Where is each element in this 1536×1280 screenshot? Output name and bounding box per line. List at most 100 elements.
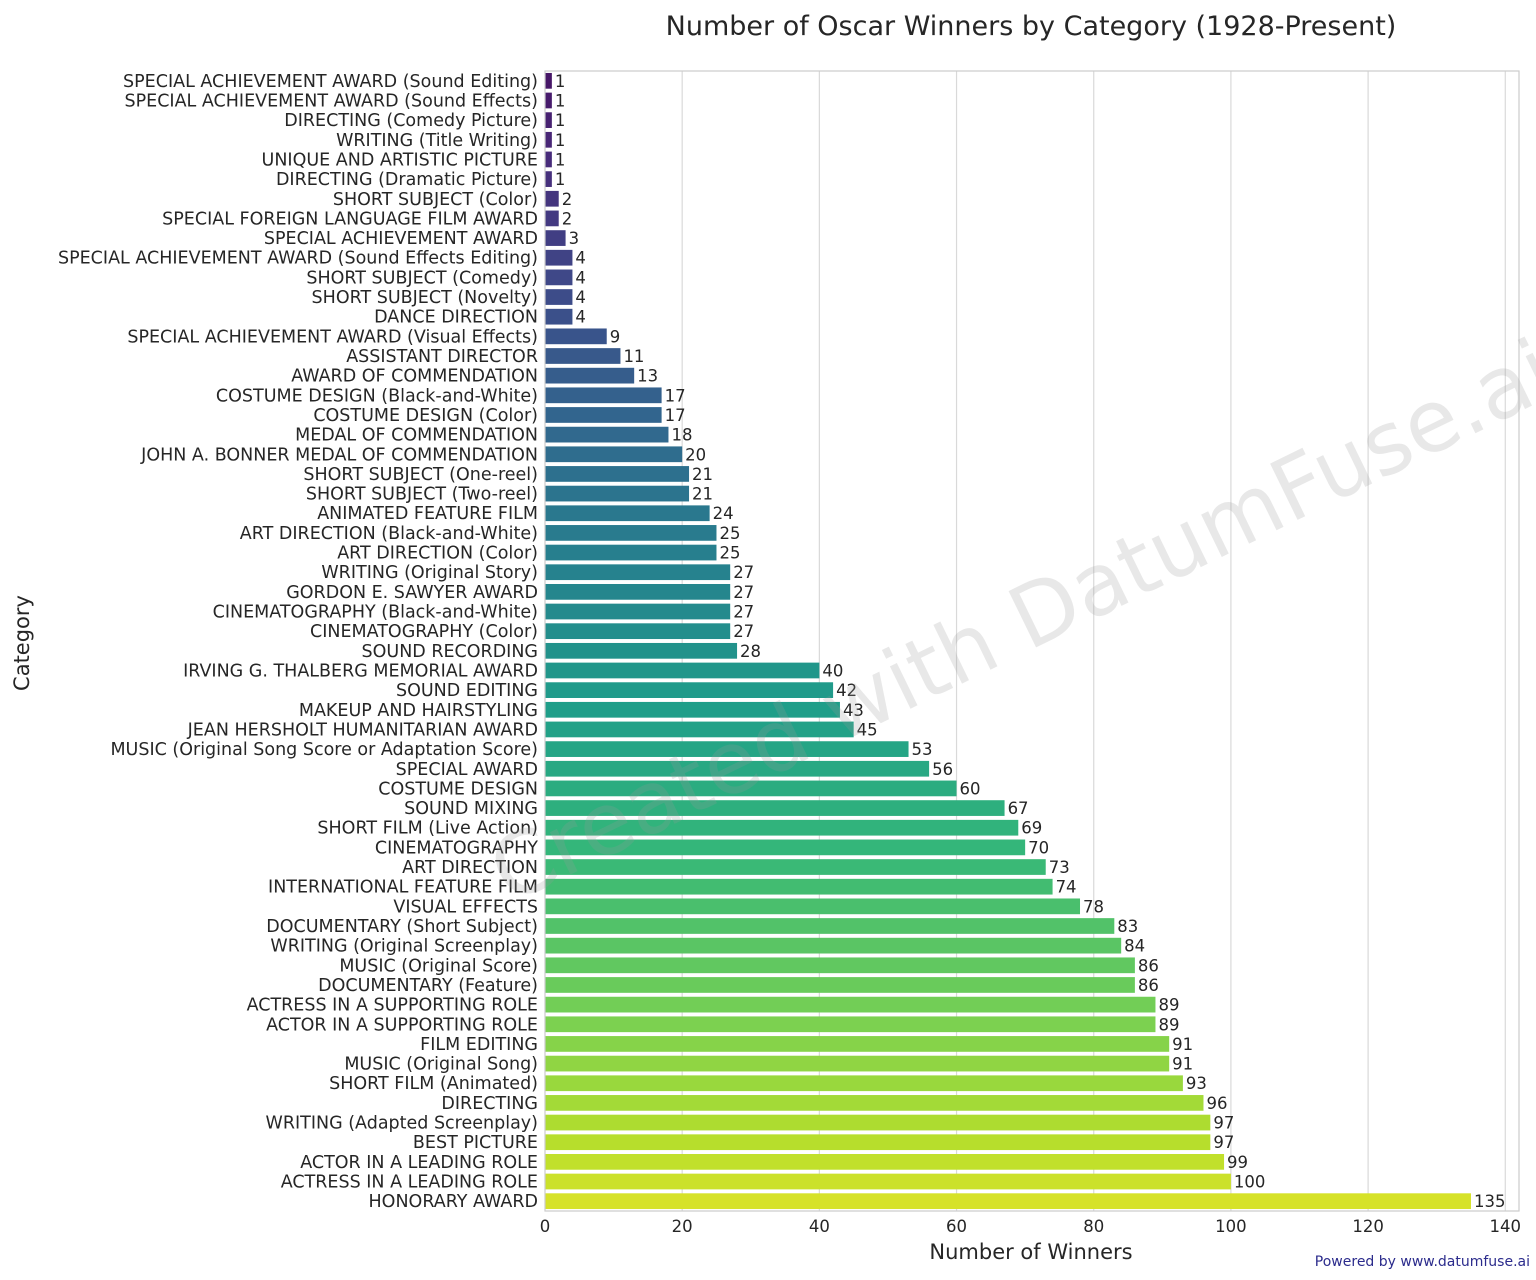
category-label: WRITING (Title Writing) — [336, 131, 538, 151]
bar-value-label: 91 — [1172, 1035, 1193, 1054]
bar — [545, 859, 1046, 875]
bar — [545, 1154, 1225, 1170]
x-tick-label: 40 — [809, 1217, 830, 1236]
grid-lines — [681, 71, 1506, 1211]
category-label: DIRECTING (Dramatic Picture) — [276, 170, 538, 190]
bar — [545, 171, 552, 187]
bar — [545, 112, 552, 128]
chart-title: Number of Oscar Winners by Category (192… — [666, 11, 1397, 42]
bar — [545, 1134, 1211, 1151]
bar-value-label: 27 — [733, 583, 754, 602]
bar — [545, 623, 731, 640]
x-axis-label: Number of Winners — [929, 1240, 1132, 1264]
category-label: DOCUMENTARY (Short Subject) — [266, 917, 538, 937]
category-label: SPECIAL FOREIGN LANGUAGE FILM AWARD — [162, 209, 538, 229]
category-label: ART DIRECTION — [402, 858, 538, 878]
bar — [545, 819, 1019, 836]
bar — [545, 131, 552, 148]
bar — [545, 190, 559, 207]
bar-value-label: 86 — [1138, 976, 1159, 995]
bar-value-label: 56 — [932, 760, 953, 779]
bar — [545, 269, 573, 286]
bar — [545, 642, 738, 659]
y-axis-label: Category — [10, 595, 34, 691]
bar — [545, 1036, 1170, 1052]
bar-value-label: 100 — [1234, 1173, 1266, 1192]
bar-value-label: 42 — [836, 681, 857, 700]
bar-value-label: 74 — [1056, 878, 1077, 897]
bar — [545, 977, 1135, 993]
category-label: SOUND RECORDING — [362, 642, 538, 662]
category-label: SPECIAL ACHIEVEMENT AWARD (Sound Effects… — [58, 249, 538, 269]
category-label: WRITING (Adapted Screenplay) — [266, 1114, 538, 1134]
bar-value-label: 89 — [1158, 1015, 1179, 1034]
bar-value-label: 20 — [685, 445, 706, 464]
category-label: WRITING (Original Screenplay) — [270, 937, 538, 957]
bar-value-label: 84 — [1124, 937, 1145, 956]
bar — [545, 662, 820, 679]
category-label: ART DIRECTION (Color) — [337, 544, 538, 564]
bar-value-label: 3 — [569, 229, 580, 248]
bar — [545, 407, 662, 423]
bar-value-label: 25 — [719, 524, 740, 543]
category-label: SPECIAL ACHIEVEMENT AWARD (Sound Editing… — [123, 72, 538, 92]
category-label: SOUND EDITING — [396, 681, 538, 701]
bar-value-label: 18 — [671, 426, 692, 445]
credit-link[interactable]: Powered by www.datumfuse.ai — [1314, 1254, 1530, 1270]
bar — [545, 348, 621, 364]
bar — [545, 446, 683, 463]
category-label: WRITING (Original Story) — [321, 563, 538, 583]
category-label: MEDAL OF COMMENDATION — [295, 426, 538, 446]
bar-value-label: 97 — [1213, 1133, 1234, 1152]
bar-value-label: 25 — [719, 544, 740, 563]
bar — [545, 544, 717, 561]
bar — [545, 584, 731, 600]
bar-value-label: 9 — [610, 327, 621, 346]
bar — [545, 760, 930, 777]
bar — [545, 780, 957, 797]
category-label: INTERNATIONAL FEATURE FILM — [268, 878, 538, 898]
bar — [545, 1075, 1183, 1092]
bar-value-label: 1 — [555, 91, 566, 110]
bar-value-label: 67 — [1008, 799, 1029, 818]
bar — [545, 72, 552, 89]
category-label: SHORT SUBJECT (Two-reel) — [306, 485, 538, 505]
bar — [545, 1193, 1471, 1210]
bar-value-label: 69 — [1021, 819, 1042, 838]
bar — [545, 426, 669, 443]
bar — [545, 564, 731, 581]
bar — [545, 682, 834, 698]
bar — [545, 210, 559, 227]
bar-value-label: 27 — [733, 603, 754, 622]
category-label: CINEMATOGRAPHY (Color) — [310, 622, 538, 642]
category-label: ASSISTANT DIRECTOR — [346, 347, 538, 367]
bar-value-label: 1 — [555, 111, 566, 130]
bar — [545, 741, 909, 757]
category-label: SHORT SUBJECT (One-reel) — [303, 465, 538, 485]
bar — [545, 1016, 1156, 1033]
bar — [545, 230, 566, 246]
bar — [545, 701, 840, 718]
category-label: SPECIAL AWARD — [396, 760, 538, 780]
bar — [545, 289, 573, 305]
bar-value-label: 21 — [692, 485, 713, 504]
category-label: SHORT FILM (Live Action) — [317, 819, 538, 839]
bar — [545, 878, 1053, 895]
bar-value-label: 2 — [562, 209, 573, 228]
bar-value-label: 96 — [1206, 1094, 1227, 1113]
bar-value-label: 1 — [555, 170, 566, 189]
category-label: MUSIC (Original Song) — [344, 1055, 538, 1075]
category-label: ACTOR IN A SUPPORTING ROLE — [266, 1015, 538, 1035]
bar — [545, 800, 1005, 816]
category-label: COSTUME DESIGN (Black-and-White) — [216, 386, 538, 406]
category-label: DANCE DIRECTION — [374, 308, 538, 328]
category-label: COSTUME DESIGN — [378, 779, 538, 799]
bar — [545, 898, 1081, 915]
bar-value-label: 40 — [822, 661, 843, 680]
category-label: DOCUMENTARY (Feature) — [318, 976, 538, 996]
bar-value-label: 17 — [665, 386, 686, 405]
bar — [545, 367, 635, 384]
bar-value-label: 73 — [1049, 858, 1070, 877]
category-label: DIRECTING (Comedy Picture) — [284, 111, 538, 131]
category-label: ART DIRECTION (Black-and-White) — [240, 524, 538, 544]
